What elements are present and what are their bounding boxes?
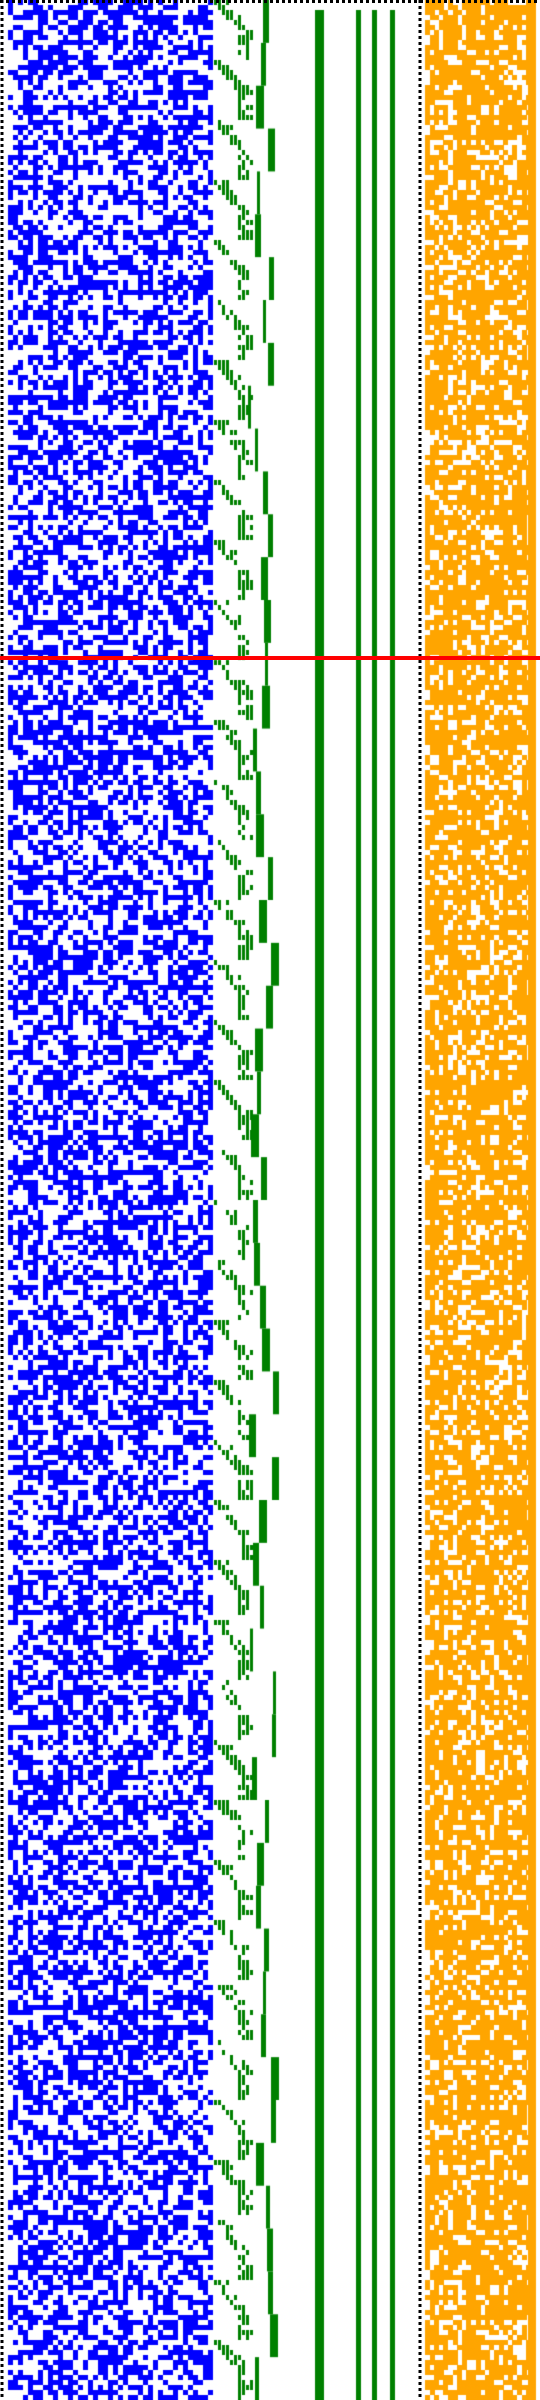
bitmap-visualization xyxy=(0,0,540,2400)
frame-overlay xyxy=(0,0,540,2400)
